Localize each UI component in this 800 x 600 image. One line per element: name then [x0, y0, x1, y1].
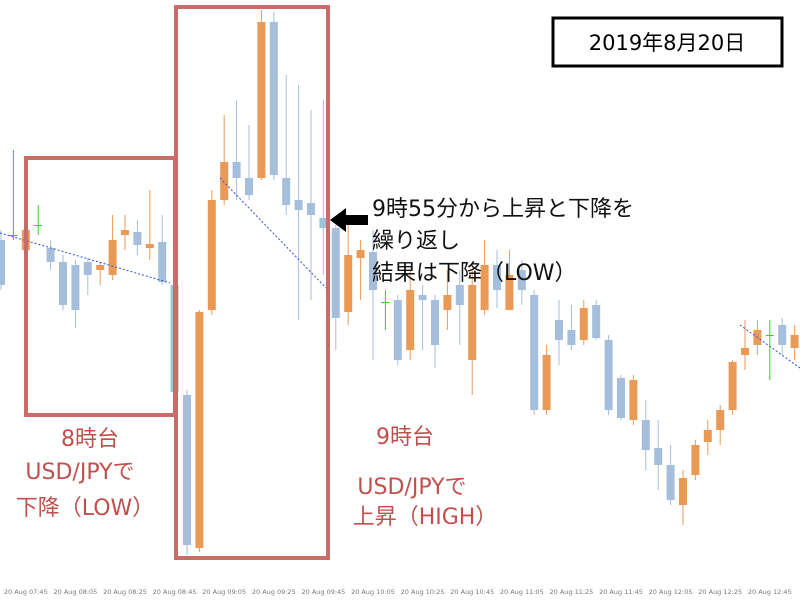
candle-body [356, 250, 365, 258]
x-tick-label: 20 Aug 08:05 [53, 588, 97, 596]
candle-body [9, 235, 18, 236]
candle-body [691, 445, 700, 475]
candle-body [83, 262, 92, 275]
candle-body [493, 265, 501, 290]
candle-body [59, 262, 67, 305]
x-tick-label: 20 Aug 09:05 [202, 588, 246, 596]
date-box [551, 16, 784, 68]
candle-body [307, 203, 315, 215]
x-tick-label: 20 Aug 12:05 [649, 588, 693, 596]
candle-body [679, 478, 687, 505]
candle-body [34, 225, 43, 226]
annotation: 結果は下降（LOW） [372, 261, 577, 286]
candle-body [741, 348, 749, 355]
candle-body [145, 244, 154, 248]
candle-body [381, 302, 390, 303]
trend-line [219, 177, 331, 293]
candle-body [604, 340, 613, 410]
candle-body [555, 320, 563, 340]
candle-body [579, 308, 588, 340]
candle-body [641, 420, 650, 450]
annotation: 繰り返し [372, 229, 460, 254]
highlight-box [174, 5, 330, 560]
x-tick-label: 20 Aug 11:25 [549, 588, 593, 596]
candle-body [195, 312, 204, 548]
plot: 20 Aug 07:45 20 Aug 08:05 20 Aug 08:25 20 A… [0, 10, 799, 596]
candle-body [133, 232, 142, 245]
candle-body [654, 448, 663, 465]
x-tick-label: 20 Aug 08:45 [153, 588, 197, 596]
candle-body [158, 242, 167, 282]
x-tick-label: 20 Aug 11:05 [500, 588, 544, 596]
candle-body [96, 265, 105, 270]
candle-body [517, 270, 526, 290]
candle-body [765, 335, 774, 336]
x-tick-label: 20 Aug 10:05 [351, 588, 395, 596]
candle-body [257, 22, 266, 178]
candle-body [393, 300, 402, 360]
x-tick-label: 20 Aug 12:45 [748, 588, 792, 596]
candle-body [121, 230, 129, 235]
candle-body [245, 178, 253, 195]
x-tick-label: 20 Aug 10:45 [450, 588, 494, 596]
candle-body [716, 410, 725, 430]
candle-body [319, 218, 328, 228]
annotation: 下降（LOW） [16, 496, 155, 521]
x-tick-label: 20 Aug 09:25 [252, 588, 296, 596]
candle-body [455, 285, 464, 305]
annotation: 9時台 [376, 425, 434, 450]
annotation: 上昇（HIGH） [353, 505, 498, 530]
candle-body [629, 380, 638, 420]
annotation: USD/JPYで [357, 475, 466, 500]
candle-body [282, 178, 291, 205]
x-tick-label: 20 Aug 07:45 [4, 588, 48, 596]
candle-body [617, 378, 625, 418]
candle-body [728, 362, 737, 410]
date: 2019年8月20日 [589, 31, 746, 55]
arrow [330, 208, 368, 232]
trend-line [0, 232, 171, 284]
candle-body [703, 430, 712, 442]
candle-body [443, 295, 452, 310]
x-tick-label: 20 Aug 09:45 [301, 588, 345, 596]
candle-body [480, 265, 489, 310]
candle-body [567, 330, 576, 345]
x-tick-label: 20 Aug 08:25 [103, 588, 147, 596]
candle-body [71, 265, 80, 310]
annotation: 9時55分から上昇と下降を [372, 197, 634, 222]
candle-body [592, 305, 601, 338]
highlight-box [24, 156, 177, 417]
candle-body [406, 290, 415, 350]
candle-body [369, 252, 377, 290]
candle-body [542, 355, 551, 410]
x-tick-label: 20 Aug 10:25 [401, 588, 445, 596]
candle-body [108, 240, 117, 275]
candle-body [431, 300, 439, 345]
candle-body [505, 275, 514, 310]
candle-body [666, 465, 675, 500]
candle-body [232, 162, 241, 178]
candle-body [269, 22, 278, 175]
annotation: 8時台 [61, 427, 119, 452]
x-tick-label: 20 Aug 12:25 [698, 588, 742, 596]
candle-body [331, 228, 340, 318]
candle-body [418, 295, 427, 300]
candle-body [790, 335, 799, 348]
candle-body [207, 200, 216, 310]
x-tick-label: 20 Aug 11:45 [599, 588, 643, 596]
candle-body [778, 325, 787, 345]
candle-body [294, 200, 303, 210]
candle-body [530, 295, 539, 410]
candle-body [183, 395, 191, 545]
candle-body [344, 255, 353, 312]
annotation: USD/JPYで [25, 460, 134, 485]
candle-body [468, 285, 477, 360]
candle-body [0, 240, 5, 285]
trend-line [739, 324, 800, 369]
candle-body [46, 248, 55, 262]
candle-body [220, 162, 229, 200]
